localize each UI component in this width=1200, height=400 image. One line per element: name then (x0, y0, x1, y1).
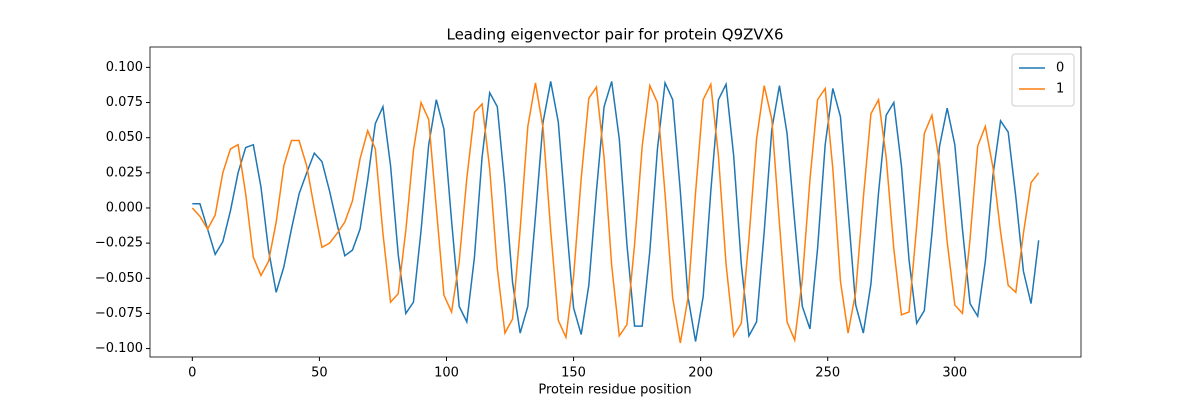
x-tick-label: 250 (815, 366, 840, 381)
chart-title: Leading eigenvector pair for protein Q9Z… (446, 26, 783, 44)
x-axis-label: Protein residue position (538, 383, 691, 398)
legend-label: 0 (1056, 61, 1064, 76)
y-tick-label: −0.050 (95, 271, 143, 286)
y-tick-label: 0.050 (106, 130, 143, 145)
x-tick-label: 150 (561, 366, 586, 381)
plot-frame (149, 46, 1082, 358)
y-tick-label: −0.075 (95, 306, 143, 321)
x-tick-label: 200 (688, 366, 713, 381)
line-series (192, 80, 1040, 342)
y-tick-label: 0.025 (106, 165, 143, 180)
y-tick-label: −0.025 (95, 236, 143, 251)
y-tick-label: 0.075 (106, 95, 143, 110)
y-tick-label: 0.100 (106, 60, 143, 75)
line-series (191, 81, 1040, 344)
legend-label: 1 (1056, 82, 1064, 97)
legend-box (1011, 53, 1075, 107)
y-tick-label: −0.100 (95, 341, 143, 356)
x-tick-label: 100 (434, 366, 459, 381)
x-tick-label: 50 (311, 366, 328, 381)
x-tick-label: 300 (942, 366, 967, 381)
y-tick-label: 0.000 (106, 200, 143, 215)
x-tick-label: 0 (188, 366, 196, 381)
